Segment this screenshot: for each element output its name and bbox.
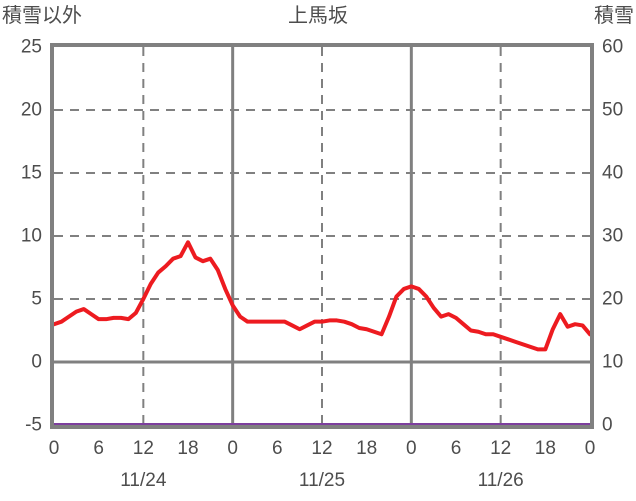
grid-layer xyxy=(54,47,590,425)
x-tick-label: 18 xyxy=(177,438,199,459)
right-tick-label: 40 xyxy=(602,162,624,184)
x-axis-day-label: 11/26 xyxy=(477,470,524,491)
left-tick-label: 25 xyxy=(20,36,42,58)
chart-canvas xyxy=(54,47,590,425)
x-tick-label: 0 xyxy=(406,438,417,459)
chart-title: 上馬坂 xyxy=(288,5,348,27)
right-tick-label: 10 xyxy=(602,351,624,373)
x-tick-label: 0 xyxy=(48,438,60,459)
plot-area xyxy=(50,43,594,429)
x-axis-day-label: 11/24 xyxy=(120,470,167,491)
x-tick-label: 18 xyxy=(356,438,378,459)
x-tick-label: 0 xyxy=(584,438,596,459)
x-tick-label: 12 xyxy=(132,438,154,459)
x-axis-day-label: 11/25 xyxy=(298,470,346,491)
x-tick-label: 0 xyxy=(227,438,238,459)
right-tick-label: 0 xyxy=(602,414,613,436)
x-tick-label: 12 xyxy=(490,438,512,459)
x-tick-label: 12 xyxy=(311,438,333,459)
x-tick-label: 18 xyxy=(534,438,556,459)
left-tick-label: 15 xyxy=(20,162,42,184)
left-axis-title: 積雪以外 xyxy=(2,5,82,27)
left-tick-label: -5 xyxy=(25,414,42,436)
x-tick-label: 6 xyxy=(93,438,104,459)
left-tick-label: 20 xyxy=(20,99,42,121)
series-line-non-snow xyxy=(54,240,590,352)
left-tick-label: 10 xyxy=(20,225,42,247)
right-axis-title: 積雪 xyxy=(594,5,634,27)
series-layer xyxy=(54,240,590,425)
x-tick-label: 6 xyxy=(272,438,283,459)
right-tick-label: 30 xyxy=(602,225,624,247)
left-tick-label: 5 xyxy=(31,288,42,310)
right-tick-label: 50 xyxy=(602,99,624,121)
right-tick-label: 20 xyxy=(602,288,624,310)
right-tick-label: 60 xyxy=(602,36,624,58)
x-tick-label: 6 xyxy=(450,438,462,459)
left-tick-label: 0 xyxy=(31,351,42,373)
